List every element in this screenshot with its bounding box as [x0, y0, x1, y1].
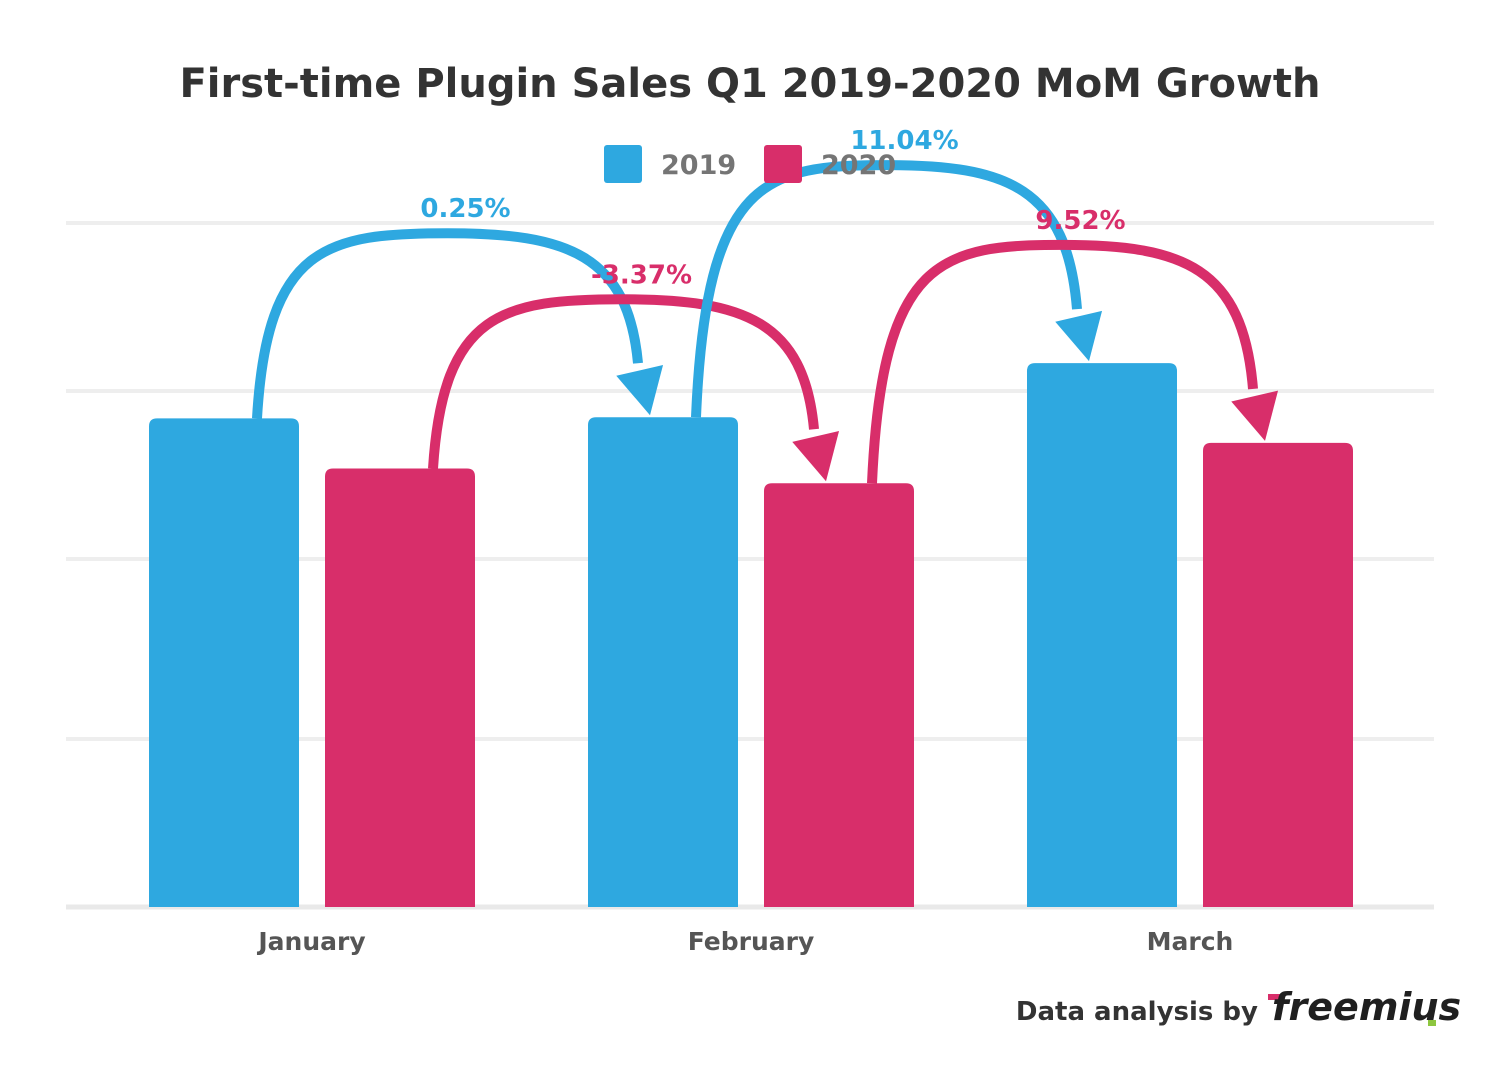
- growth-arrow-2019-1-2: [691, 160, 1082, 418]
- growth-label: 9.52%: [1035, 206, 1125, 236]
- growth-arrowhead-2020-1-2: [1231, 390, 1279, 441]
- bar-2020-march: [1203, 442, 1353, 907]
- growth-arrowhead-2019-0-1: [616, 364, 664, 416]
- freemius-logo: freemius: [1268, 985, 1461, 1029]
- growth-arrow-2020-1-2: [867, 239, 1258, 484]
- growth-label: 0.25%: [420, 194, 510, 224]
- bars: [149, 363, 1353, 907]
- legend: 2019 2020: [604, 145, 896, 183]
- bar-2020-january: [325, 468, 475, 907]
- credit-prefix: Data analysis by: [1016, 997, 1258, 1027]
- growth-arrowhead-2020-0-1: [792, 431, 840, 482]
- bar-2019-march: [1027, 363, 1177, 907]
- x-tick-label: January: [256, 927, 365, 956]
- growth-label: 11.04%: [850, 126, 958, 156]
- growth-arrow-2020-0-1: [428, 294, 819, 469]
- bar-2019-february: [588, 417, 738, 907]
- legend-label-2020: 2020: [821, 150, 896, 181]
- logo-accent-mark: [1268, 994, 1280, 1000]
- growth-label: -3.37%: [591, 260, 692, 290]
- growth-arrows: [252, 160, 1279, 484]
- legend-swatch-2020: [764, 145, 802, 183]
- growth-arrowhead-2019-1-2: [1055, 310, 1103, 362]
- growth-arrow-2019-0-1: [252, 228, 643, 419]
- logo-s-accent: [1428, 1020, 1436, 1026]
- bar-2019-january: [149, 418, 299, 907]
- bar-2020-february: [764, 483, 914, 907]
- x-tick-label: February: [688, 927, 815, 956]
- legend-swatch-2019: [604, 145, 642, 183]
- chart-title: First-time Plugin Sales Q1 2019-2020 MoM…: [179, 61, 1320, 107]
- labels: 0.25% -3.37% 11.04% 9.52% January February Mar…: [256, 126, 1233, 956]
- x-tick-label: March: [1147, 927, 1234, 956]
- legend-label-2019: 2019: [661, 150, 736, 181]
- credit: Data analysis by freemius: [1016, 985, 1461, 1029]
